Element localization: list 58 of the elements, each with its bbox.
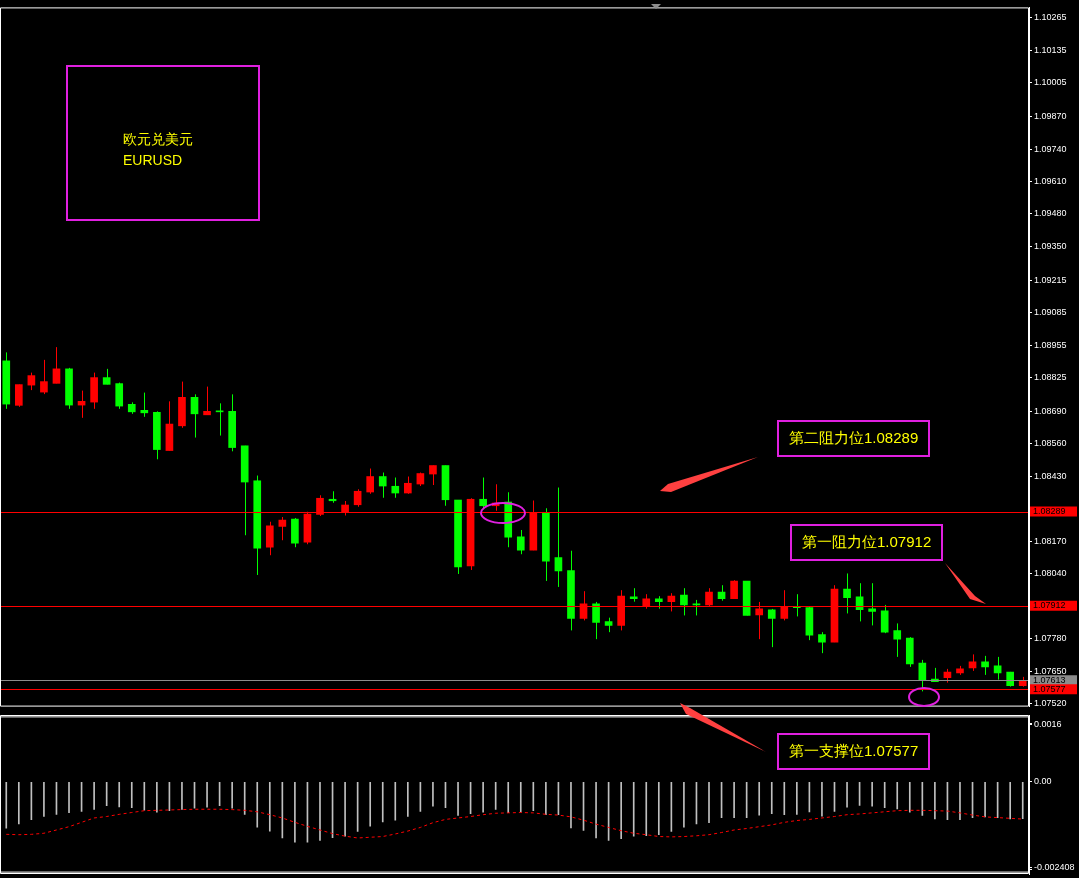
y-tick-label: 0.00 — [1034, 776, 1052, 787]
candlestick — [429, 465, 437, 486]
y-tick-label: 1.09870 — [1034, 111, 1067, 122]
candlestick — [592, 601, 600, 640]
candlestick — [680, 587, 688, 616]
candlestick — [818, 631, 826, 654]
candlestick — [767, 608, 776, 648]
ref-line-label: 1.08289 — [1033, 505, 1066, 516]
y-tick-label: 1.07520 — [1034, 698, 1067, 709]
y-tick-label: 1.09215 — [1034, 274, 1067, 285]
candlestick — [391, 477, 400, 499]
candlestick — [868, 582, 876, 626]
y-tick-label: 1.07780 — [1034, 633, 1067, 644]
candlestick — [52, 346, 61, 384]
annotation: 第一阻力位1.07912 — [790, 524, 944, 561]
candlestick — [203, 386, 211, 416]
y-tick-label: -0.002408 — [1034, 862, 1075, 873]
y-tick-label: 1.09350 — [1034, 240, 1067, 251]
text: 欧元兑美元 — [123, 130, 194, 149]
y-tick-label: 1.09085 — [1034, 307, 1067, 318]
ref-line-label: 1.07613 — [1033, 674, 1066, 685]
y-tick-label: 1.08170 — [1034, 535, 1067, 546]
candlestick — [190, 393, 199, 439]
annotation: 第二阻力位1.08289 — [777, 420, 931, 457]
candlestick — [843, 572, 851, 614]
y-tick-label: 1.09610 — [1034, 176, 1067, 186]
candlestick — [14, 384, 23, 408]
y-tick-label: 1.08040 — [1034, 568, 1067, 579]
candlestick — [479, 477, 487, 510]
y-tick-label: 1.08825 — [1034, 372, 1067, 383]
y-tick-label: 1.10005 — [1034, 77, 1067, 88]
y-tick-label: 1.09740 — [1034, 143, 1067, 154]
y-tick-label: 1.08690 — [1034, 405, 1067, 416]
candlestick — [516, 529, 525, 555]
candlestick — [40, 359, 48, 395]
y-tick-label: 1.08955 — [1034, 339, 1067, 350]
y-tick-label: 1.09480 — [1034, 208, 1067, 219]
candlestick — [981, 655, 989, 676]
candlestick — [115, 382, 124, 410]
y-tick-label: 1.10265 — [1034, 12, 1067, 23]
candlestick — [378, 472, 387, 499]
y-tick-label: 1.08430 — [1034, 470, 1067, 481]
y-tick-label: 1.07650 — [1034, 665, 1067, 676]
candlestick — [730, 579, 738, 600]
y-tick-label: 1.08560 — [1034, 438, 1067, 449]
candlestick — [893, 622, 902, 658]
candlestick — [140, 392, 149, 418]
candlestick — [880, 604, 889, 634]
text: EURUSD — [123, 151, 184, 170]
y-tick-label: 1.10135 — [1034, 44, 1067, 55]
candlestick — [554, 487, 563, 588]
y-tick-label: 0.0016 — [1034, 719, 1062, 730]
candlestick — [918, 659, 927, 692]
ref-line-label: 1.07577 — [1033, 683, 1066, 694]
annotation: 第一支撑位1.07577 — [777, 733, 931, 770]
candlestick — [366, 468, 375, 495]
candlestick — [265, 521, 274, 556]
ref-line-label: 1.07912 — [1033, 600, 1066, 611]
